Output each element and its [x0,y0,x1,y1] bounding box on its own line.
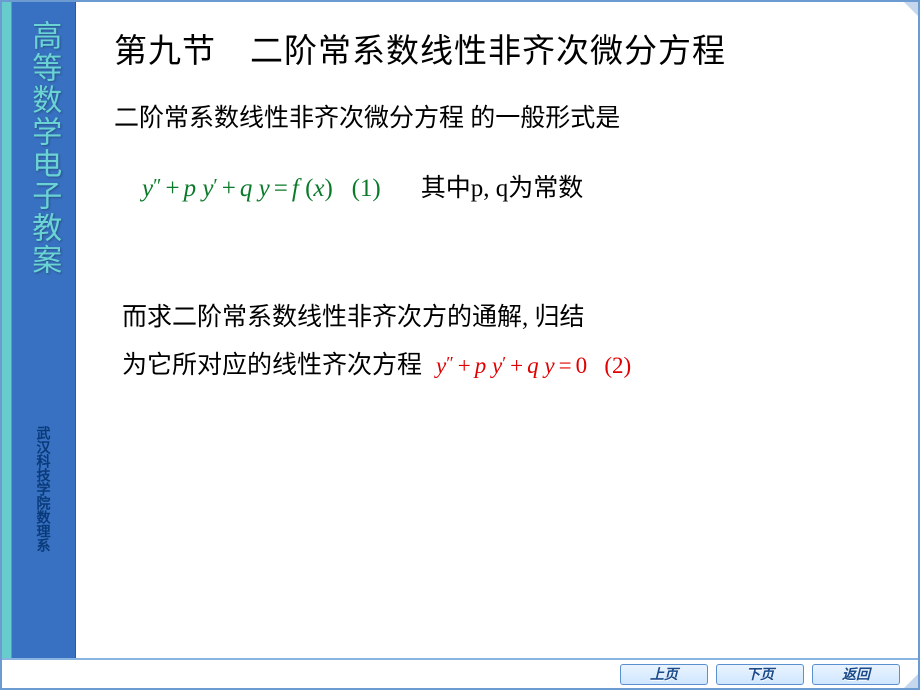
main-area: 高等数学电子教案 武汉科技学院数理系 第九节 二阶常系数线性非齐次微分方程 二阶… [2,2,918,658]
equation-1-label: (1) [352,175,381,202]
sidebar-subtitle: 武汉科技学院数理系 [35,426,51,552]
intro-line: 二阶常系数线性非齐次微分方程 的一般形式是 [114,98,888,134]
sidebar-title: 高等数学电子教案 [25,20,63,276]
page-title: 第九节 二阶常系数线性非齐次微分方程 [114,24,888,72]
paragraph-2: 而求二阶常系数线性非齐次方的通解, 归结 为它所对应的线性齐次方程 y″+p y… [122,294,888,389]
sidebar: 高等数学电子教案 武汉科技学院数理系 [12,2,76,658]
equation-row-1: y″+p y′+q y=f (x) (1) 其中p, q为常数 [142,168,888,204]
equation-1-note: 其中p, q为常数 [421,168,584,204]
content-area: 第九节 二阶常系数线性非齐次微分方程 二阶常系数线性非齐次微分方程 的一般形式是… [76,2,918,658]
back-button[interactable]: 返回 [812,664,900,685]
next-button[interactable]: 下页 [716,664,804,685]
paragraph-2-line-1: 而求二阶常系数线性非齐次方的通解, 归结 [122,294,888,342]
equation-2: y″+p y′+q y=0 (2) [436,344,631,388]
prev-button[interactable]: 上页 [620,664,708,685]
paragraph-2-line-2: 为它所对应的线性齐次方程 y″+p y′+q y=0 (2) [122,342,888,390]
equation-2-label: (2) [604,353,631,378]
paragraph-2-text: 为它所对应的线性齐次方程 [122,342,422,390]
equation-1: y″+p y′+q y=f (x) (1) [142,175,381,203]
corner-decoration-tr [904,2,918,16]
bottom-nav: 上页 下页 返回 [2,658,918,688]
corner-decoration-br [904,674,918,688]
accent-strip [2,2,12,658]
slide-frame: 高等数学电子教案 武汉科技学院数理系 第九节 二阶常系数线性非齐次微分方程 二阶… [0,0,920,690]
